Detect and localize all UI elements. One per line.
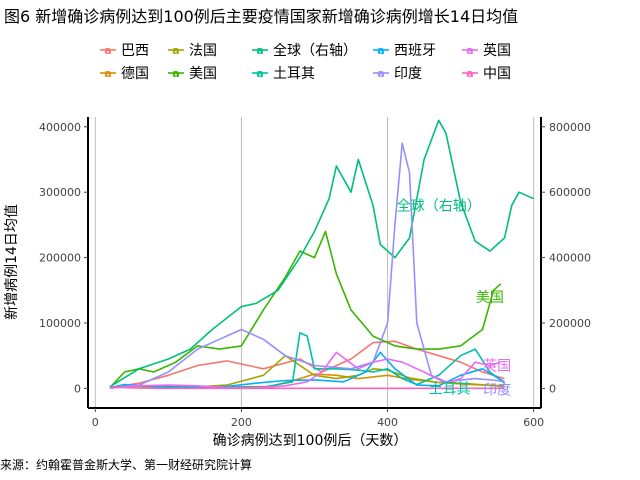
series-end-label: 土耳其: [429, 381, 471, 397]
y-tick-label: 400000: [39, 121, 81, 134]
series-line-印度: [109, 142, 505, 389]
legend-item: a 印度: [373, 66, 422, 82]
legend-item: a 美国: [168, 66, 217, 82]
legend-key-glyph: a: [256, 67, 263, 80]
legend-label: 德国: [121, 66, 149, 82]
legend-item: a 法国: [168, 43, 217, 59]
series-line-中国: [109, 386, 505, 390]
axes: 0 100000 200000 300000 400000 0 200000 400000 60…: [39, 117, 591, 429]
legend-item: a 中国: [462, 66, 511, 82]
chart-title: 图6 新增确诊病例达到100例后主要疫情国家新增确诊病例增长14日均值: [4, 7, 518, 26]
legend-key-glyph: a: [104, 67, 111, 80]
x-tick-label: 400: [377, 416, 398, 429]
legend-key-glyph: a: [104, 44, 111, 57]
legend-item: a 德国: [100, 66, 149, 82]
x-axis-title: 确诊病例达到100例后（天数）: [213, 433, 408, 449]
legend-item: a 土耳其: [252, 66, 315, 82]
x-tick-label: 600: [523, 416, 544, 429]
legend-item: a 全球（右轴）: [252, 42, 357, 59]
series-line-英国: [109, 351, 502, 389]
legend-key-glyph: a: [377, 44, 384, 57]
x-tick-label: 200: [231, 416, 252, 429]
series-end-label: 全球（右轴）: [397, 197, 481, 214]
source-note: 来源：约翰霍普金斯大学、第一财经研究院计算: [0, 457, 252, 472]
legend-label: 全球（右轴）: [273, 42, 357, 59]
legend-label: 印度: [394, 66, 422, 82]
y2-tick-label: 600000: [549, 186, 591, 199]
y2-tick-label: 400000: [549, 252, 591, 265]
legend-item: a 英国: [462, 42, 511, 59]
legend-label: 中国: [483, 66, 511, 82]
series-end-label: 英国: [483, 357, 511, 374]
y2-tick-label: 0: [549, 382, 556, 395]
legend-label: 西班牙: [394, 43, 436, 59]
legend-item: a 西班牙: [373, 43, 436, 59]
legend: a 巴西 a 法国 a 全球（右轴） a 西班牙 a 英国 a 德国 a 美国 a 土耳其 a 印度 a 中国: [100, 42, 511, 82]
legend-key-glyph: a: [172, 44, 179, 57]
legend-label: 土耳其: [273, 66, 315, 82]
legend-label: 英国: [483, 42, 511, 59]
legend-label: 巴西: [121, 43, 149, 59]
series-end-label: 美国: [476, 290, 504, 306]
legend-key-glyph: a: [172, 67, 179, 80]
x-tick-label: 0: [92, 416, 99, 429]
legend-label: 法国: [189, 43, 217, 59]
y2-tick-label: 800000: [549, 121, 591, 134]
legend-key-glyph: a: [256, 44, 263, 57]
y-tick-label: 0: [74, 382, 81, 395]
legend-item: a 巴西: [100, 43, 149, 59]
series-line-西班牙: [109, 351, 505, 389]
legend-key-glyph: a: [466, 44, 473, 57]
series-line-全球（右轴）: [109, 119, 535, 388]
y2-tick-label: 200000: [549, 317, 591, 330]
y-tick-label: 200000: [39, 252, 81, 265]
legend-key-glyph: a: [377, 67, 384, 80]
legend-key-glyph: a: [466, 67, 473, 80]
series-line-巴西: [109, 340, 505, 389]
y-tick-label: 100000: [39, 317, 81, 330]
legend-label: 美国: [189, 66, 217, 82]
y-tick-label: 300000: [39, 186, 81, 199]
grid-lines: [94, 117, 535, 408]
series-lines: [109, 119, 535, 390]
series-end-label: 印度: [483, 383, 511, 399]
series-line-美国: [109, 230, 502, 389]
y-axis-title: 新增病例14日均值: [4, 204, 20, 320]
